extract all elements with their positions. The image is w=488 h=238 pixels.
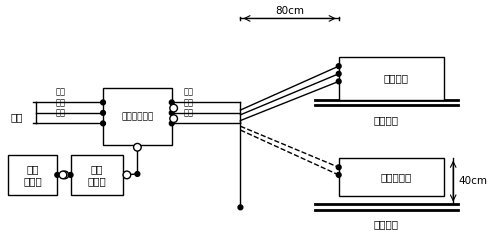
Text: 中线: 中线 [56,98,66,107]
Circle shape [101,110,105,115]
Circle shape [123,171,131,179]
Circle shape [170,104,178,112]
Bar [103,88,172,145]
Circle shape [61,171,69,179]
Text: 相线: 相线 [56,88,66,97]
Bar [71,155,123,195]
Text: 干扰
分析仪: 干扰 分析仪 [23,164,42,186]
Circle shape [134,144,141,151]
Text: 40cm: 40cm [459,176,488,186]
Circle shape [169,110,174,115]
Text: 电源: 电源 [11,112,23,122]
Text: 接地平板: 接地平板 [374,219,399,229]
Circle shape [336,64,341,69]
Circle shape [336,71,341,76]
Text: 人工电源网络: 人工电源网络 [122,112,154,121]
Text: 不接地试品: 不接地试品 [380,172,411,182]
Circle shape [135,172,140,176]
Circle shape [336,79,341,84]
Bar [8,155,57,195]
Circle shape [59,171,67,179]
Bar [339,57,444,99]
Circle shape [68,173,73,177]
Circle shape [336,173,341,177]
Circle shape [336,165,341,170]
Text: 相线: 相线 [184,88,194,97]
Circle shape [169,100,174,105]
Text: 地线: 地线 [184,109,194,118]
Circle shape [55,173,60,177]
Text: 干扰
测量仪: 干扰 测量仪 [87,164,106,186]
Bar [339,158,444,196]
Text: 地线: 地线 [56,109,66,118]
Text: 接地平面: 接地平面 [374,115,399,125]
Circle shape [169,121,174,126]
Text: 接地试品: 接地试品 [384,73,408,83]
Text: 80cm: 80cm [275,5,304,15]
Circle shape [101,121,105,126]
Circle shape [101,100,105,105]
Circle shape [238,205,243,210]
Text: 中线: 中线 [184,98,194,107]
Circle shape [170,115,178,122]
